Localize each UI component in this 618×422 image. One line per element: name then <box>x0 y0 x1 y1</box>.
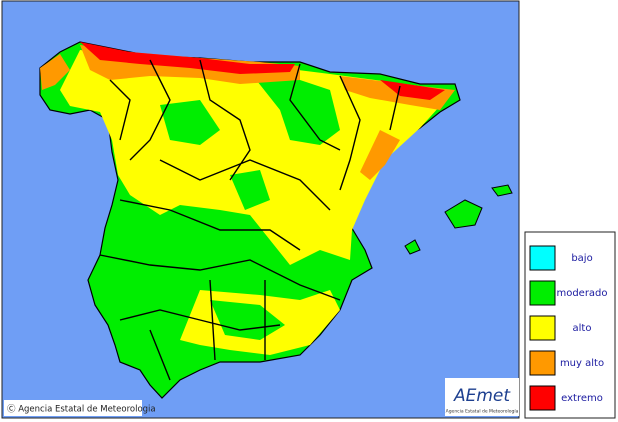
legend-swatch <box>529 350 556 376</box>
logo-subtitle: Agencia Estatal de Meteorología <box>446 408 519 415</box>
legend-label: alto <box>573 323 592 334</box>
legend-swatch <box>529 315 556 341</box>
balearic-islands <box>404 184 513 255</box>
legend-swatch <box>529 385 556 411</box>
legend-label: muy alto <box>560 358 604 369</box>
legend-swatch <box>529 245 556 271</box>
legend: bajo moderado alto muy alto extremo <box>529 245 608 411</box>
copyright-bg <box>4 400 142 416</box>
copyright-bar: Ⓒ Agencia Estatal de Meteorologia <box>4 400 156 416</box>
legend-label: moderado <box>556 288 607 299</box>
spain-mainland <box>39 41 461 399</box>
logo-name: AEmet <box>453 386 511 406</box>
logo: AEmet Agencia Estatal de Meteorología <box>445 378 519 416</box>
legend-swatch <box>529 280 556 306</box>
legend-label: extremo <box>561 393 603 404</box>
logo-bg <box>445 378 519 416</box>
copyright: Ⓒ Agencia Estatal de Meteorologia <box>7 405 156 415</box>
legend-label: bajo <box>571 253 592 264</box>
